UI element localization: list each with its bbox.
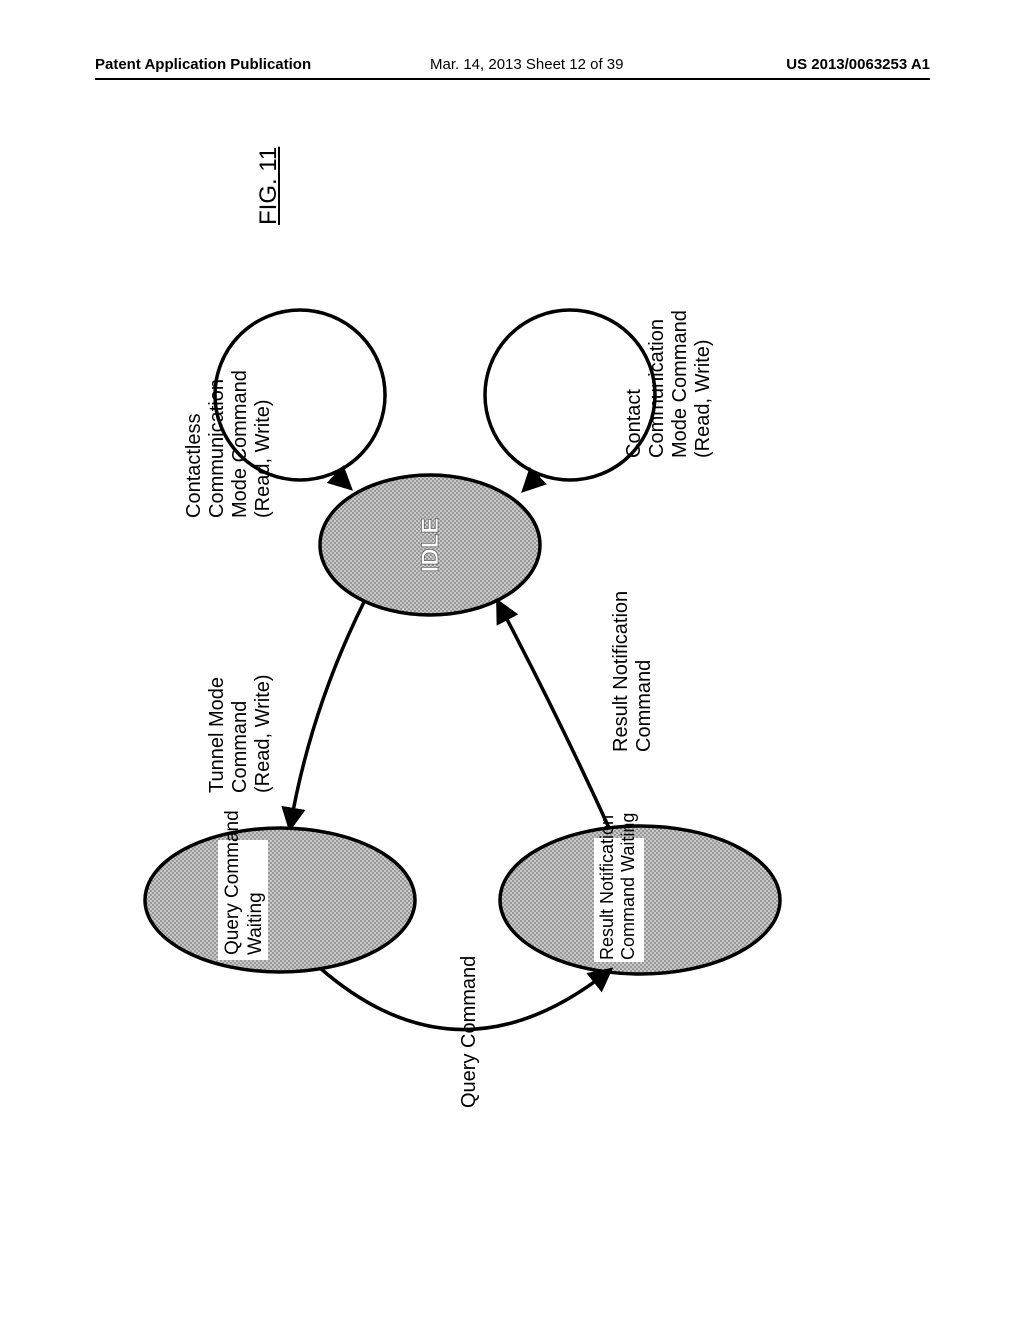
self-loop-contact-arrow — [524, 474, 540, 490]
label-contact: Contact Communication Mode Command (Read… — [623, 310, 715, 458]
state-diagram: IDLE Query Command Waiting Result Notifi… — [0, 0, 1024, 1320]
label-contact-l2: Communication — [646, 310, 669, 458]
label-query-command-l1: Query Command — [458, 956, 481, 1108]
state-query-label-line2: Waiting — [245, 892, 266, 955]
label-tunnel-l2: Command — [229, 674, 252, 793]
label-result-notif-l2: Command — [633, 591, 656, 752]
label-tunnel: Tunnel Mode Command (Read, Write) — [206, 674, 275, 793]
label-query-command: Query Command — [458, 956, 481, 1108]
label-contactless-l4: (Read, Write) — [252, 370, 275, 518]
label-result-notif: Result Notification Command — [610, 591, 656, 752]
label-contact-l4: (Read, Write) — [692, 310, 715, 458]
state-query-label-line1: Query Command — [222, 810, 243, 955]
state-result-label-group: Result Notification Command Waiting — [594, 813, 644, 962]
state-idle-label: IDLE — [417, 518, 444, 573]
state-result-label-line2: Command Waiting — [618, 813, 638, 960]
state-query-waiting — [145, 828, 415, 972]
edge-idle-to-query — [290, 600, 365, 828]
edge-result-to-idle — [498, 602, 610, 830]
label-tunnel-l1: Tunnel Mode — [206, 674, 229, 793]
label-contact-l1: Contact — [623, 310, 646, 458]
page: Patent Application Publication Mar. 14, … — [0, 0, 1024, 1320]
label-tunnel-l3: (Read, Write) — [252, 674, 275, 793]
label-contactless-l3: Mode Command — [229, 370, 252, 518]
state-result-label-line1: Result Notification — [597, 815, 617, 960]
label-contactless-l1: Contactless — [183, 370, 206, 518]
self-loop-contactless-arrow — [334, 473, 350, 488]
state-idle-label-group: IDLE — [417, 518, 444, 573]
label-result-notif-l1: Result Notification — [610, 591, 633, 752]
label-contact-l3: Mode Command — [669, 310, 692, 458]
label-contactless: Contactless Communication Mode Command (… — [183, 370, 275, 518]
label-contactless-l2: Communication — [206, 370, 229, 518]
